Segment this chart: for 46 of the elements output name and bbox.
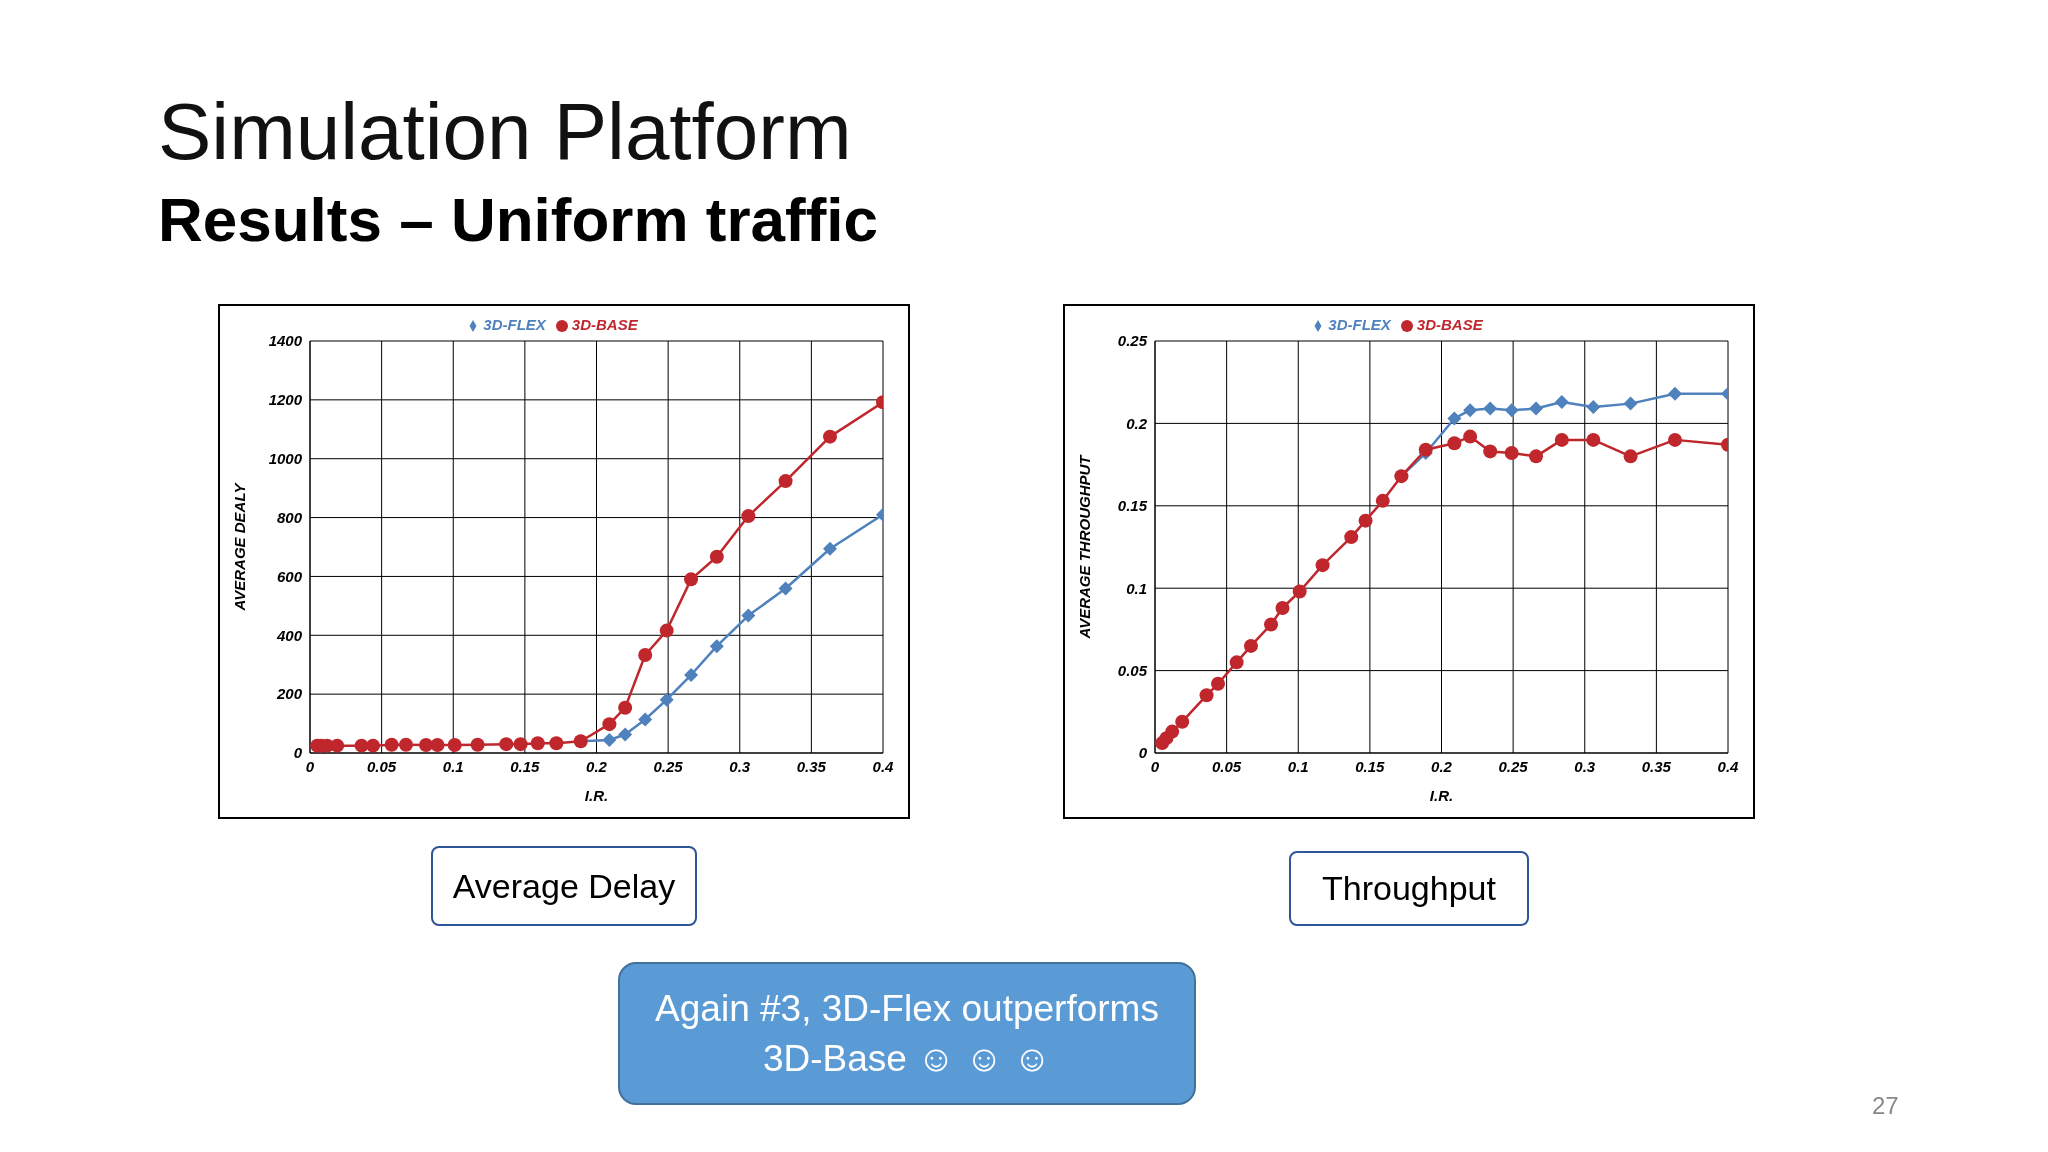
x-tick-label: 0.4 [1717, 757, 1740, 775]
legend-label: 3D-FLEX [1328, 316, 1391, 333]
text: Average Delay [431, 846, 697, 926]
x-tick-label: 0.15 [1355, 757, 1386, 775]
x-tick-label: 0.15 [510, 757, 541, 775]
text: Again #3, 3D-Flex outperforms 3D-Base ☺ ☺ ☺ [618, 962, 1196, 1105]
y-tick-label: 0 [1138, 744, 1148, 762]
x-tick-label: 0.1 [442, 757, 464, 775]
x-tick-label: 0.3 [1574, 757, 1596, 775]
x-tick-label: 0 [1150, 757, 1160, 775]
y-tick-label: 1000 [268, 450, 303, 468]
x-tick-label: 0.05 [367, 757, 397, 775]
x-tick-label: 0.1 [1287, 757, 1309, 775]
y-axis-title: AVERAGE DEALY [231, 481, 249, 612]
legend-label: 3D-FLEX [483, 316, 546, 333]
x-tick-label: 0.25 [653, 757, 684, 775]
y-tick-label: 1200 [268, 391, 303, 409]
x-tick-label: 0.25 [1498, 757, 1529, 775]
y-tick-label: 0.2 [1126, 414, 1148, 432]
y-tick-label: 0.15 [1117, 497, 1148, 515]
legend-label: 3D-BASE [571, 316, 638, 333]
y-tick-label: 600 [276, 567, 303, 585]
text: Throughput [1289, 851, 1529, 926]
y-tick-label: 1400 [268, 332, 303, 350]
x-tick-label: 0 [305, 757, 315, 775]
x-tick-label: 0.2 [586, 757, 608, 775]
legend-label: 3D-BASE [1416, 316, 1483, 333]
y-tick-label: 400 [275, 626, 303, 644]
y-tick-label: 0.05 [1117, 661, 1148, 679]
x-tick-label: 0.05 [1212, 757, 1242, 775]
y-tick-label: 0 [293, 744, 303, 762]
x-tick-label: 0.3 [729, 757, 751, 775]
x-tick-label: 0.2 [1431, 757, 1453, 775]
y-tick-label: 0.25 [1117, 332, 1148, 350]
chart-title: Simulation Platform [158, 86, 852, 178]
y-tick-label: 200 [275, 685, 303, 703]
y-axis-title: AVERAGE THROUGHPUT [1076, 453, 1094, 640]
text: 27 [1872, 1092, 1899, 1120]
x-tick-label: 0.4 [872, 757, 895, 775]
chart-subtitle: Results – Uniform traffic [158, 184, 879, 255]
y-tick-label: 800 [276, 508, 303, 526]
x-axis-title: I.R. [1429, 787, 1454, 804]
y-tick-label: 0.1 [1126, 579, 1147, 597]
x-axis-title: I.R. [584, 787, 609, 804]
x-tick-label: 0.35 [1641, 757, 1672, 775]
x-tick-label: 0.35 [796, 757, 827, 775]
